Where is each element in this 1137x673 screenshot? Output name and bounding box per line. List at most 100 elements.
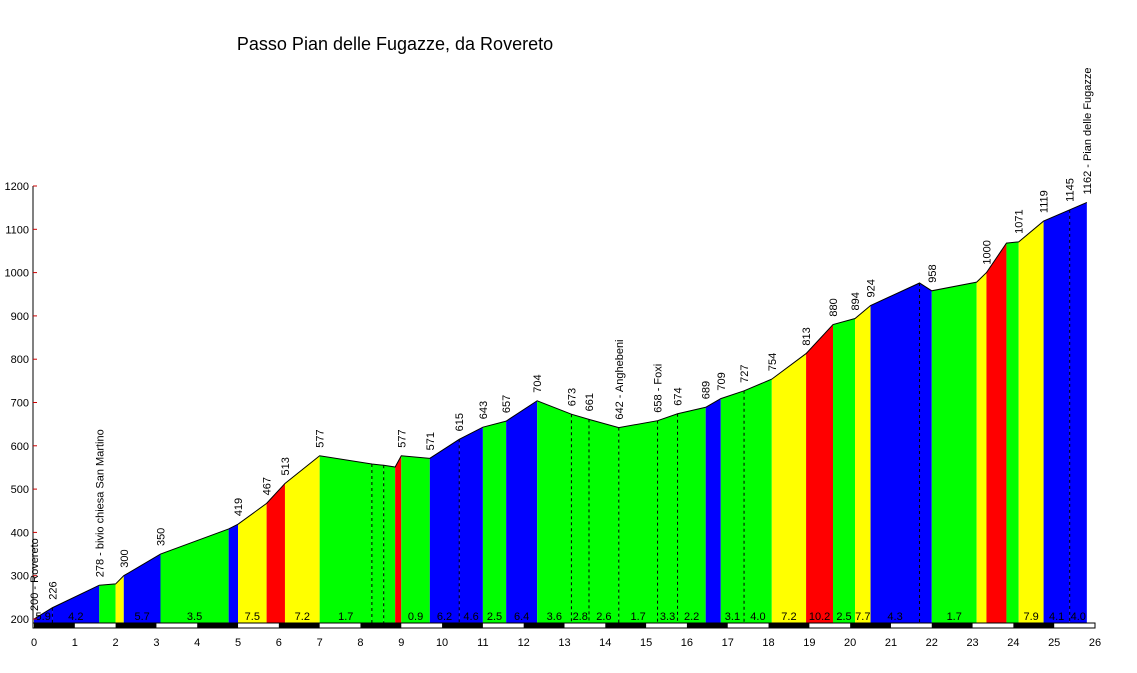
elevation-label: 419 <box>233 498 245 516</box>
x-tick-label: 17 <box>722 637 734 649</box>
profile-segment <box>771 353 807 623</box>
elevation-label: 657 <box>501 395 513 413</box>
x-tick-label: 11 <box>477 637 488 649</box>
profile-segment <box>429 439 460 623</box>
km-bar-block <box>442 623 483 628</box>
profile-outline <box>33 201 1088 620</box>
profile-segment <box>284 455 320 623</box>
elevation-label: 880 <box>828 298 840 316</box>
profile-segment <box>371 463 384 623</box>
grade-label: 4.0 <box>1071 611 1086 623</box>
elevation-label: 300 <box>119 549 131 567</box>
elevation-label: 513 <box>280 457 292 475</box>
profile-segment <box>806 324 834 623</box>
profile-segment <box>395 455 402 623</box>
y-tick-label: 1000 <box>5 268 29 280</box>
elevation-label: 643 <box>478 401 490 419</box>
grade-label: 3.3 <box>660 611 675 623</box>
grade-label: 7.2 <box>295 611 310 623</box>
x-tick-label: 18 <box>762 637 774 649</box>
profile-segment <box>266 483 285 623</box>
chart-title: Passo Pian delle Fugazze, da Rovereto <box>236 34 554 54</box>
grade-label: 3.1 <box>725 611 740 623</box>
grade-label: 0.9 <box>408 611 423 623</box>
profile-segment <box>855 305 871 623</box>
x-tick-label: 8 <box>357 637 363 649</box>
x-tick-label: 22 <box>926 637 938 649</box>
x-tick-label: 20 <box>844 637 856 649</box>
y-tick-label: 500 <box>11 484 29 496</box>
elevation-label: 1119 <box>1039 190 1051 213</box>
profile-segment <box>238 503 267 623</box>
elevation-label: 658 - Foxi <box>653 364 665 413</box>
profile-segment <box>537 400 572 623</box>
km-bar-block <box>197 623 239 628</box>
elevation-label: 1145 <box>1065 178 1077 202</box>
grade-label: 10.2 <box>809 611 830 623</box>
profile-segment <box>1069 202 1087 624</box>
elevation-label: 350 <box>156 528 168 546</box>
profile-segment <box>123 554 161 623</box>
x-tick-label: 13 <box>558 637 570 649</box>
profile-segment <box>34 607 53 623</box>
profile-segment <box>383 465 396 623</box>
grade-label: 2.6 <box>596 611 611 623</box>
grade-label: 7.5 <box>245 611 260 623</box>
x-tick-label: 9 <box>398 637 404 649</box>
grade-label: 4.1 <box>1049 611 1064 623</box>
x-tick-label: 7 <box>317 637 323 649</box>
profile-segment <box>160 528 229 623</box>
profile-segment <box>919 282 932 623</box>
x-tick-label: 26 <box>1089 637 1101 649</box>
profile-segment <box>720 390 745 623</box>
grade-label: 4.0 <box>750 611 765 623</box>
y-tick-label: 1200 <box>5 181 29 193</box>
elevation-label: 673 <box>566 388 578 406</box>
grade-label: 2.5 <box>487 611 502 623</box>
elevation-label: 615 <box>454 413 466 431</box>
elevation-label: 661 <box>584 393 596 411</box>
y-tick-label: 800 <box>11 354 29 366</box>
x-tick-label: 3 <box>153 637 159 649</box>
profile-segment <box>99 583 116 623</box>
elevation-label: 813 <box>801 327 813 345</box>
grade-label: 2.5 <box>836 611 851 623</box>
elevation-label: 1162 - Pian delle Fugazze <box>1082 67 1094 194</box>
x-tick-label: 5 <box>235 637 241 649</box>
grade-label: 2.2 <box>684 611 699 623</box>
profile-segment <box>588 419 619 623</box>
x-tick-label: 0 <box>31 637 37 649</box>
x-tick-label: 25 <box>1048 637 1060 649</box>
km-bar-block <box>1013 623 1055 628</box>
x-tick-label: 12 <box>518 637 530 649</box>
profile-segment <box>459 427 483 623</box>
km-bar-block <box>686 623 728 628</box>
km-bar-block <box>605 623 647 628</box>
grade-label: 1.7 <box>338 611 353 623</box>
grade-label: 4.6 <box>463 611 478 623</box>
x-tick-label: 15 <box>640 637 652 649</box>
elevation-label: 704 <box>532 374 544 392</box>
x-tick-label: 16 <box>681 637 693 649</box>
grade-label: 5.7 <box>134 611 149 623</box>
y-tick-label: 300 <box>11 571 29 583</box>
profile-segment <box>115 575 124 623</box>
grade-label: 4.2 <box>68 611 83 623</box>
profile-segment <box>744 379 772 623</box>
elevation-label: 924 <box>866 279 878 297</box>
grade-label: 6.4 <box>514 611 529 623</box>
x-tick-label: 14 <box>599 637 611 649</box>
profile-segment <box>1006 241 1019 623</box>
y-tick-label: 600 <box>11 441 29 453</box>
elevation-label: 894 <box>850 292 862 310</box>
profile-segment <box>52 585 100 623</box>
profile-segment <box>833 318 856 623</box>
profile-segment <box>1043 209 1070 623</box>
profile-segment <box>931 282 977 623</box>
profile-segment <box>705 398 721 623</box>
profile-segment <box>506 400 538 623</box>
y-tick-label: 200 <box>11 614 29 626</box>
x-tick-label: 19 <box>803 637 815 649</box>
km-bar-block <box>850 623 891 628</box>
